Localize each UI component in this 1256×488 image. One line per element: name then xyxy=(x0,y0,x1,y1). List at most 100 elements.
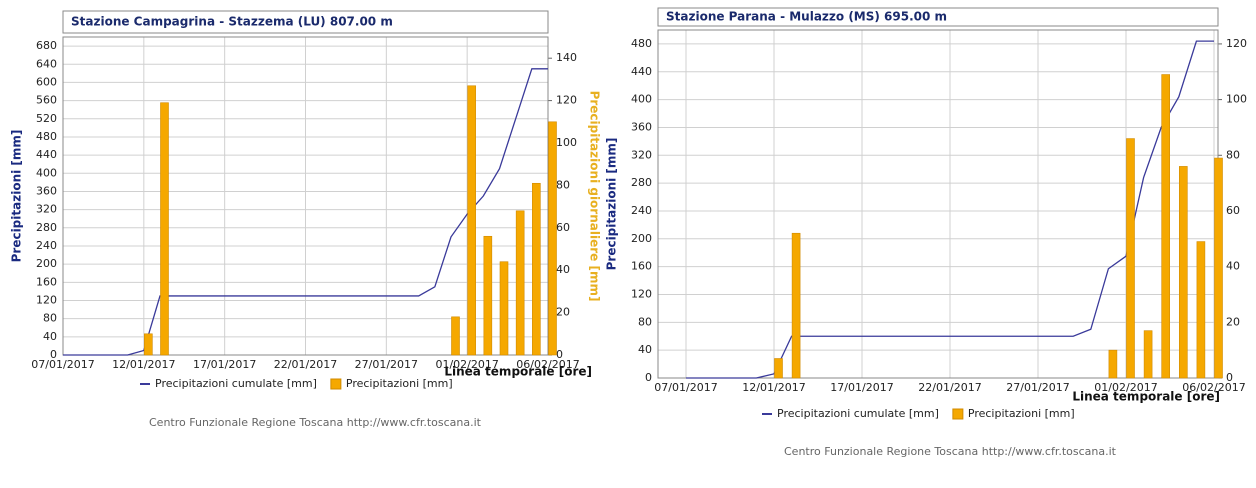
y-tick-label: 360 xyxy=(631,120,652,133)
y-tick-label: 600 xyxy=(36,75,57,88)
y2-tick-label: 20 xyxy=(556,306,570,319)
x-tick-label: 01/02/2017 xyxy=(1094,381,1157,394)
y-tick-label: 680 xyxy=(36,39,57,52)
legend-swatch xyxy=(952,408,964,420)
y-axis-label: Precipitazioni [mm] xyxy=(605,138,619,271)
y2-tick-label: 40 xyxy=(556,263,570,276)
legend-label: Precipitazioni cumulate [mm] xyxy=(777,407,939,420)
legend-swatch xyxy=(330,378,342,390)
bar xyxy=(467,85,476,356)
y-tick-label: 520 xyxy=(36,112,57,125)
y-tick-label: 280 xyxy=(36,221,57,234)
y-tick-label: 40 xyxy=(43,330,57,343)
x-tick-label: 22/01/2017 xyxy=(918,381,981,394)
x-tick-label: 22/01/2017 xyxy=(274,358,337,371)
y-tick-label: 0 xyxy=(50,348,57,361)
y2-tick-label: 60 xyxy=(556,221,570,234)
chart: Stazione Campagrina - Stazzema (LU) 807.… xyxy=(10,10,602,429)
chart-title: Stazione Campagrina - Stazzema (LU) 807.… xyxy=(71,15,393,29)
y-tick-label: 160 xyxy=(631,260,652,273)
legend-label: Precipitazioni [mm] xyxy=(346,377,453,390)
source: Centro Funzionale Regione Toscana http:/… xyxy=(149,416,482,429)
y-tick-label: 200 xyxy=(631,232,652,245)
y-tick-label: 320 xyxy=(36,203,57,216)
x-tick-label: 12/01/2017 xyxy=(112,358,175,371)
y2-tick-label: 140 xyxy=(556,51,577,64)
source: Centro Funzionale Regione Toscana http:/… xyxy=(784,445,1117,458)
x-tick-label: 27/01/2017 xyxy=(1006,381,1069,394)
x-tick-label: 27/01/2017 xyxy=(355,358,418,371)
bar xyxy=(483,235,493,356)
bar xyxy=(1214,157,1223,379)
bar xyxy=(774,358,783,379)
x-tick-label: 07/01/2017 xyxy=(31,358,94,371)
cumulative-line xyxy=(686,40,1214,379)
y-tick-label: 200 xyxy=(36,257,57,270)
y-axis-label: Precipitazioni [mm] xyxy=(10,130,24,263)
y-tick-label: 320 xyxy=(631,148,652,161)
bar xyxy=(791,232,801,379)
legend-label: Precipitazioni [mm] xyxy=(968,407,1075,420)
x-axis-label: Linea temporale [ore] xyxy=(1072,390,1220,404)
y-tick-label: 160 xyxy=(36,275,57,288)
bar xyxy=(160,102,169,356)
y-tick-label: 40 xyxy=(638,343,652,356)
y-tick-label: 240 xyxy=(631,204,652,217)
y2-tick-label: 80 xyxy=(556,178,570,191)
y2-tick-label: 120 xyxy=(1226,37,1247,50)
y2-tick-label: 120 xyxy=(556,94,577,107)
x-tick-label: 12/01/2017 xyxy=(742,381,805,394)
plot-border xyxy=(62,36,549,356)
y2-tick-label: 60 xyxy=(1226,204,1240,217)
y-tick-label: 440 xyxy=(631,65,652,78)
bar xyxy=(1108,349,1118,379)
cumulative-line xyxy=(63,68,548,356)
bar xyxy=(499,261,509,356)
bar xyxy=(1196,241,1206,379)
bar xyxy=(1161,74,1170,379)
x-axis-label: Linea temporale [ore] xyxy=(444,365,592,379)
y-tick-label: 480 xyxy=(631,37,652,50)
y2-tick-label: 80 xyxy=(1226,148,1240,161)
y-tick-label: 0 xyxy=(645,371,652,384)
y-tick-label: 280 xyxy=(631,176,652,189)
bar xyxy=(515,210,525,356)
chart-title: Stazione Parana - Mulazzo (MS) 695.00 m xyxy=(666,10,947,24)
x-tick-label: 17/01/2017 xyxy=(830,381,893,394)
y-tick-label: 80 xyxy=(43,312,57,325)
y-tick-label: 440 xyxy=(36,148,57,161)
chart: Stazione Parana - Mulazzo (MS) 695.00 m 0… xyxy=(605,7,1247,458)
y2-tick-label: 40 xyxy=(1226,260,1240,273)
y2-tick-label: 100 xyxy=(1226,93,1247,106)
y-tick-label: 360 xyxy=(36,184,57,197)
y-tick-label: 80 xyxy=(638,315,652,328)
bar xyxy=(1126,138,1135,379)
legend-label: Precipitazioni cumulate [mm] xyxy=(155,377,317,390)
x-tick-label: 07/01/2017 xyxy=(654,381,717,394)
y2-tick-label: 0 xyxy=(1226,371,1233,384)
y-tick-label: 640 xyxy=(36,57,57,70)
bar xyxy=(144,333,153,356)
bar xyxy=(548,121,557,356)
x-tick-label: 06/02/2017 xyxy=(1182,381,1245,394)
y-tick-label: 240 xyxy=(36,239,57,252)
y-tick-label: 400 xyxy=(631,93,652,106)
y-tick-label: 120 xyxy=(631,287,652,300)
bar xyxy=(532,182,541,356)
y2-tick-label: 0 xyxy=(556,348,563,361)
y2-tick-label: 20 xyxy=(1226,315,1240,328)
bar xyxy=(451,316,460,356)
bar xyxy=(1143,330,1153,379)
y2-tick-label: 100 xyxy=(556,136,577,149)
title-box xyxy=(62,10,549,34)
title-box xyxy=(657,7,1219,27)
y-tick-label: 480 xyxy=(36,130,57,143)
y2-axis-label: Precipitazioni giornaliere [mm] xyxy=(588,91,602,302)
y-tick-label: 120 xyxy=(36,293,57,306)
y-tick-label: 560 xyxy=(36,94,57,107)
y-tick-label: 400 xyxy=(36,166,57,179)
x-tick-label: 17/01/2017 xyxy=(193,358,256,371)
bar xyxy=(1179,166,1188,379)
x-tick-label: 01/02/2017 xyxy=(435,358,498,371)
